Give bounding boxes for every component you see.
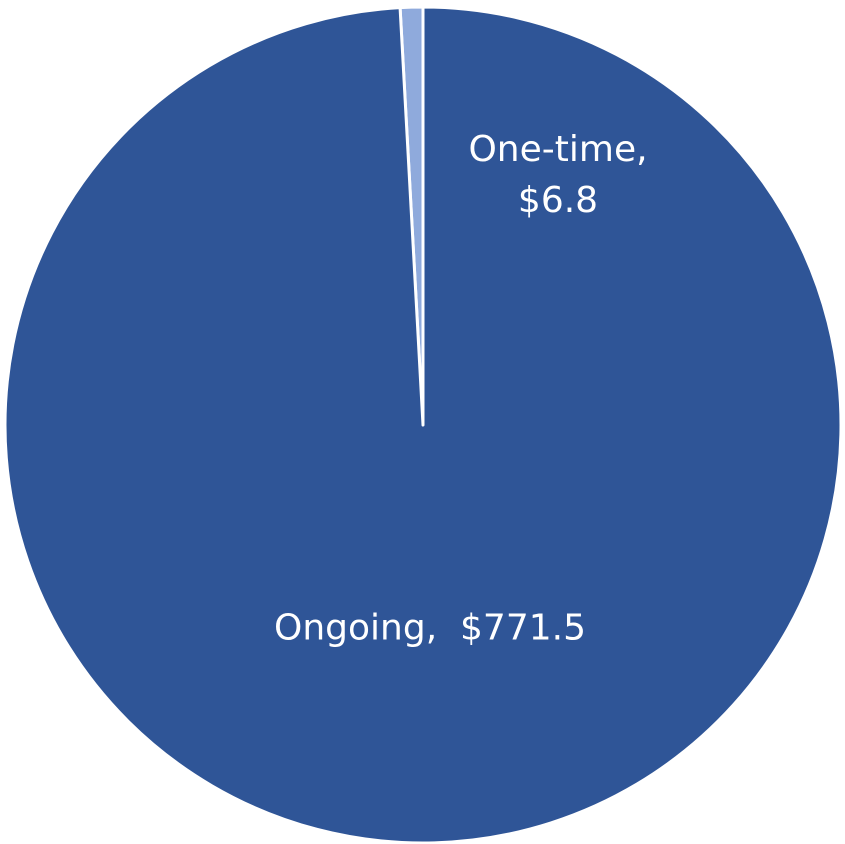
data-label-one-time: One-time, $6.8: [468, 128, 648, 221]
data-label-ongoing: Ongoing, $771.5: [274, 607, 586, 649]
pie-slice-ongoing: [3, 5, 843, 844]
